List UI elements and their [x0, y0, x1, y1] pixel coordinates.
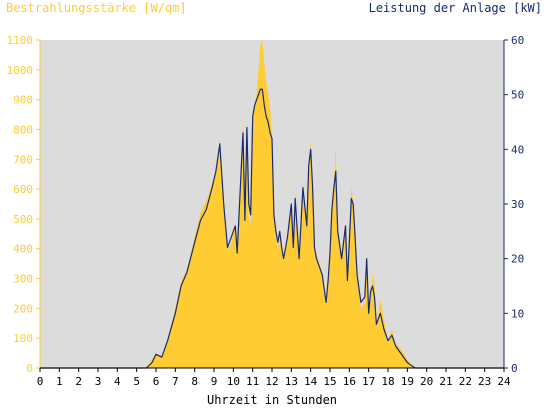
left-tick-label: 700: [13, 153, 33, 166]
left-tick-label: 800: [13, 123, 33, 136]
left-tick-label: 400: [13, 243, 33, 256]
x-tick-label: 14: [304, 375, 318, 388]
x-tick-label: 13: [285, 375, 298, 388]
right-tick-label: 60: [511, 34, 524, 47]
series-irradiance-area: [40, 40, 504, 368]
right-tick-label: 10: [511, 307, 524, 320]
left-tick-label: 900: [13, 94, 33, 107]
x-tick-label: 17: [362, 375, 375, 388]
series-power-line: [40, 88, 504, 369]
x-tick-label: 11: [246, 375, 259, 388]
x-tick-label: 21: [439, 375, 452, 388]
left-tick-label: 1000: [7, 64, 34, 77]
right-tick-label: 50: [511, 89, 524, 102]
x-tick-label: 8: [191, 375, 198, 388]
right-axis-title: Leistung der Anlage [kW]: [368, 1, 542, 15]
left-tick-label: 600: [13, 183, 33, 196]
x-tick-label: 16: [343, 375, 356, 388]
x-tick-label: 7: [172, 375, 179, 388]
x-tick-label: 20: [420, 375, 433, 388]
left-axis-title: Bestrahlungsstärke [W/qm]: [6, 1, 187, 15]
x-tick-label: 9: [211, 375, 218, 388]
x-tick-label: 22: [459, 375, 472, 388]
right-tick-label: 20: [511, 253, 524, 266]
x-tick-label: 18: [381, 375, 394, 388]
x-tick-label: 0: [37, 375, 44, 388]
left-tick-label: 500: [13, 213, 33, 226]
x-tick-label: 1: [56, 375, 63, 388]
x-tick-label: 6: [153, 375, 160, 388]
left-tick-label: 0: [26, 362, 33, 375]
x-tick-label: 5: [133, 375, 140, 388]
x-tick-label: 4: [114, 375, 121, 388]
x-tick-label: 12: [265, 375, 278, 388]
right-tick-label: 0: [511, 362, 518, 375]
x-tick-label: 23: [478, 375, 491, 388]
x-tick-label: 24: [497, 375, 511, 388]
x-tick-label: 19: [401, 375, 414, 388]
x-axis-title: Uhrzeit in Stunden: [206, 393, 338, 407]
left-tick-label: 300: [13, 273, 33, 286]
right-tick-label: 40: [511, 143, 524, 156]
left-tick-label: 100: [13, 332, 33, 345]
left-tick-label: 200: [13, 302, 33, 315]
x-tick-label: 10: [227, 375, 240, 388]
right-tick-label: 30: [511, 198, 524, 211]
x-tick-label: 15: [323, 375, 336, 388]
x-tick-label: 2: [75, 375, 82, 388]
x-tick-label: 3: [95, 375, 102, 388]
left-tick-label: 1100: [7, 34, 34, 47]
